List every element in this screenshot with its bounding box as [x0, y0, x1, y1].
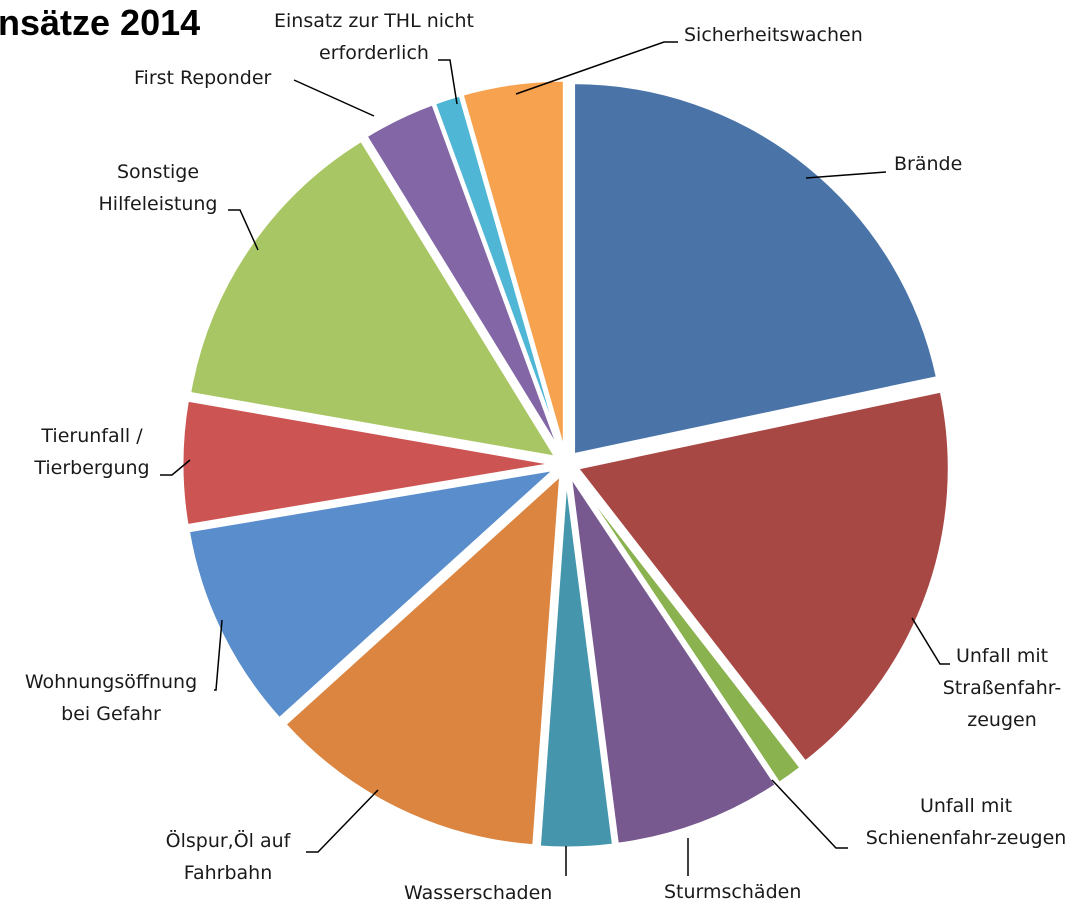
slice-label-wohnungsoeffnung: Wohnungsöffnung bei Gefahr — [24, 671, 198, 725]
slice-label-unfall-schienenfahrzeuge: Unfall mit Schienenfahr-zeugen — [865, 795, 1067, 849]
pie-slice-unfall-strassenfahrzeuge — [574, 389, 951, 765]
leader-line-braende — [805, 171, 887, 179]
pie-slice-sonstige-hilfeleistung — [187, 138, 560, 460]
slice-label-oelspur: Ölspur,Öl auf Fahrbahn — [165, 830, 291, 884]
slice-label-braende: Brände — [894, 153, 963, 175]
leader-line-unfall-strassenfahrzeuge — [911, 617, 950, 665]
leader-line-oelspur — [306, 789, 379, 853]
slice-label-einsatz-thl: Einsatz zur THL nicht erforderlich — [274, 10, 474, 64]
pie-slice-first-reponder — [364, 101, 563, 454]
leader-line-sicherheitswachen — [515, 41, 678, 95]
slice-label-sicherheitswachen: Sicherheitswachen — [684, 24, 863, 46]
leader-line-unfall-schienenfahrzeuge — [771, 779, 848, 849]
pie-slice-oelspur — [282, 471, 563, 848]
pie-slice-sturmschaeden — [568, 474, 779, 846]
slice-label-unfall-strassenfahrzeuge: Unfall mit Straßenfahr- zeugen — [942, 645, 1062, 731]
chart-title: nsätze 2014 — [0, 2, 201, 43]
pie-slice-einsatz-thl — [432, 93, 564, 454]
pie-slice-braende — [572, 81, 940, 457]
pie-slice-wasserschaden — [537, 475, 616, 850]
pie-slice-tierunfall — [180, 398, 555, 528]
leader-line-wohnungsoeffnung — [214, 619, 223, 691]
leader-line-first-reponder — [293, 79, 375, 117]
pie-slice-sicherheitswachen — [460, 78, 566, 453]
slice-label-tierunfall: Tierunfall / Tierbergung — [34, 425, 150, 479]
leader-line-einsatz-thl — [438, 59, 458, 105]
slice-label-first-reponder: First Reponder — [134, 67, 272, 89]
leader-line-tierunfall — [160, 459, 191, 476]
slice-label-sturmschaeden: Sturmschäden — [664, 881, 802, 903]
slice-label-sonstige-hilfeleistung: Sonstige Hilfeleistung — [98, 161, 218, 215]
slice-label-wasserschaden: Wasserschaden — [404, 882, 553, 904]
pie-slice-unfall-schienenfahrzeuge — [571, 472, 804, 786]
leader-line-sonstige-hilfeleistung — [228, 209, 259, 251]
